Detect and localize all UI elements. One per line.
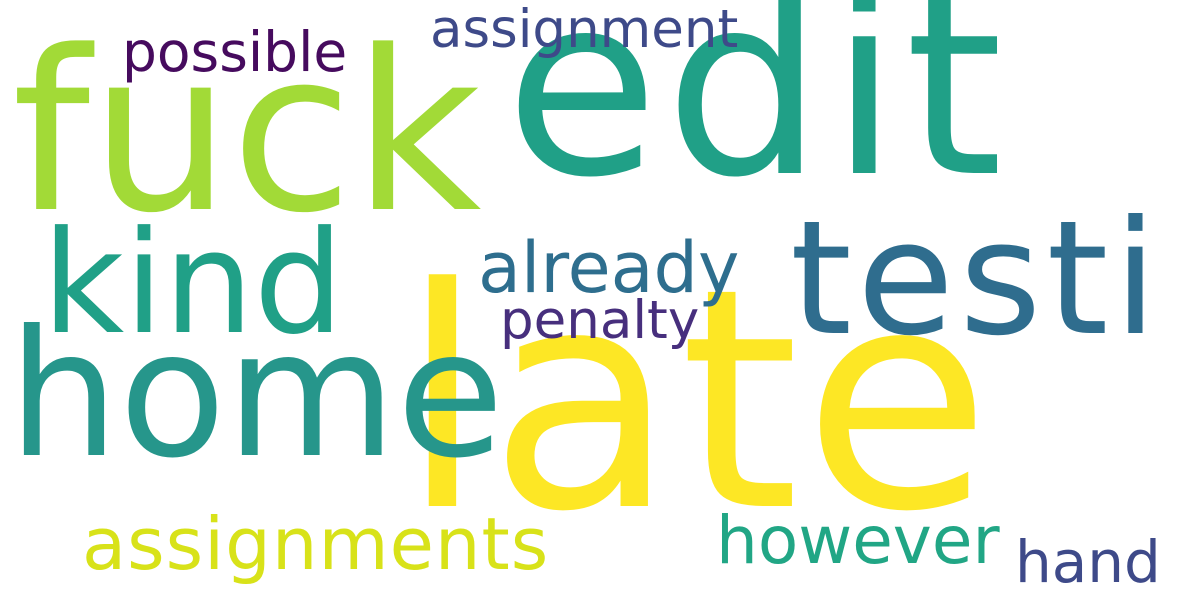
word-penalty: penalty [500,290,700,351]
word-home: home [8,294,505,497]
word-possible: possible [122,20,348,84]
word-kind: kind [42,201,344,366]
word-fuck: fuck [12,4,482,262]
word-testi: testi [790,187,1163,371]
word-however: however [716,502,1000,579]
word-late: late [400,223,995,578]
word-assignment: assignment [430,0,739,60]
word-hand: hand [1015,528,1161,596]
word-edit: edit [505,0,1009,232]
word-already: already [478,227,740,309]
word-assignments: assignments [82,502,550,586]
